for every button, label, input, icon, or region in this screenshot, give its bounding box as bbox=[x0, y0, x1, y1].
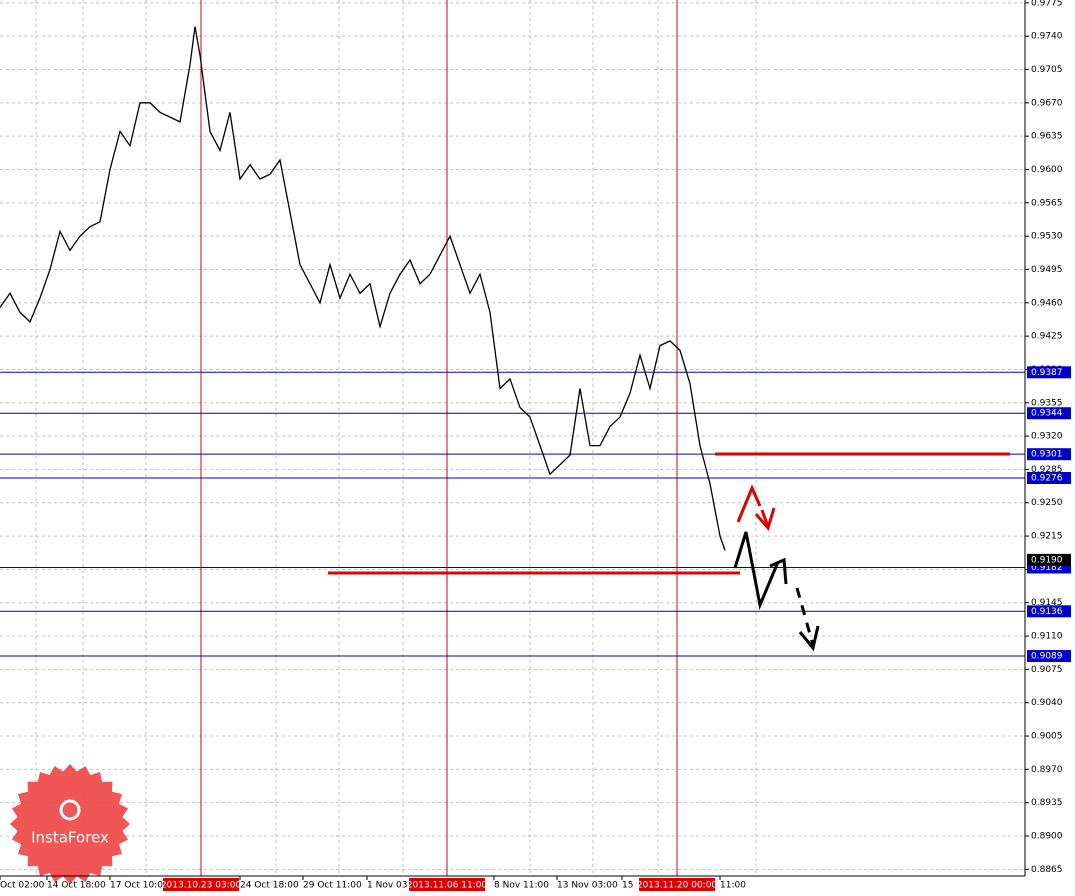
y-tick-label: 0.9705 bbox=[1031, 65, 1063, 75]
y-tick-label: 0.9320 bbox=[1031, 432, 1063, 442]
level-label: 0.9301 bbox=[1031, 450, 1063, 460]
y-tick-label: 0.9635 bbox=[1031, 132, 1063, 142]
y-tick-label: 0.8935 bbox=[1031, 798, 1063, 808]
y-tick-label: 0.9740 bbox=[1031, 32, 1063, 42]
y-tick-label: 0.8900 bbox=[1031, 832, 1063, 842]
forecast-path bbox=[733, 531, 780, 611]
vline-label: 2013.10.23 03:00 bbox=[161, 881, 242, 891]
forecast-red bbox=[736, 484, 762, 523]
level-label: 0.9136 bbox=[1031, 607, 1063, 617]
level-label: 0.9276 bbox=[1031, 473, 1063, 483]
forecast-dashed bbox=[795, 587, 815, 646]
y-tick-label: 0.9285 bbox=[1031, 465, 1063, 475]
y-tick-label: 0.9530 bbox=[1031, 232, 1063, 242]
level-label-box bbox=[1027, 650, 1071, 663]
y-tick-label: 0.8970 bbox=[1031, 765, 1063, 775]
x-tick-label: 15 bbox=[622, 881, 633, 891]
price-label: 0.9190 bbox=[1031, 555, 1063, 565]
vline-label: 2013.11.20 00:00 bbox=[637, 881, 718, 891]
y-tick-label: 0.9425 bbox=[1031, 332, 1063, 342]
level-label-box bbox=[1027, 366, 1071, 379]
level-label-box bbox=[1027, 407, 1071, 420]
x-tick-label: 11:00 bbox=[720, 881, 746, 891]
grid bbox=[0, 0, 1025, 876]
y-tick-label: 0.9600 bbox=[1031, 165, 1063, 175]
forecast-red bbox=[760, 509, 770, 528]
vline-label-box bbox=[409, 878, 485, 891]
y-tick-label: 0.8865 bbox=[1031, 865, 1063, 875]
level-label-box bbox=[1027, 448, 1071, 461]
price-line bbox=[0, 26, 726, 551]
level-label-box bbox=[1027, 471, 1071, 484]
x-tick-label: 17 Oct 10:0 bbox=[110, 881, 163, 891]
level-label: 0.9182 bbox=[1031, 563, 1063, 573]
x-tick-label: 13 Nov 03:00 bbox=[557, 881, 618, 891]
y-tick-label: 0.9040 bbox=[1031, 698, 1063, 708]
level-label: 0.9387 bbox=[1031, 368, 1063, 378]
y-tick-label: 0.9355 bbox=[1031, 398, 1063, 408]
level-label: 0.9089 bbox=[1031, 652, 1063, 662]
price-label-box bbox=[1027, 553, 1071, 566]
logo: InstaForex bbox=[10, 764, 130, 884]
x-tick-label: 1 Nov 03 bbox=[367, 881, 407, 891]
y-tick-label: 0.9005 bbox=[1031, 732, 1063, 742]
y-tick-label: 0.9670 bbox=[1031, 98, 1063, 108]
arrow-head bbox=[798, 625, 820, 652]
arrow-head bbox=[754, 507, 776, 532]
y-tick-label: 0.9495 bbox=[1031, 265, 1063, 275]
y-tick-label: 0.9775 bbox=[1031, 0, 1063, 8]
y-tick-label: 0.9250 bbox=[1031, 498, 1063, 508]
y-tick-label: 0.9565 bbox=[1031, 198, 1063, 208]
arrow-head bbox=[769, 557, 788, 585]
y-tick-label: 0.9215 bbox=[1031, 532, 1063, 542]
annotations bbox=[328, 452, 1010, 652]
x-tick-label: Oct 02:00 bbox=[0, 881, 45, 891]
level-label: 0.9344 bbox=[1031, 409, 1063, 419]
y-tick-label: 0.9145 bbox=[1031, 598, 1063, 608]
x-tick-label: 24 Oct 18:00 bbox=[240, 881, 299, 891]
vline-label-box bbox=[639, 878, 715, 891]
x-tick-label: 14 Oct 18:00 bbox=[47, 881, 106, 891]
y-tick-label: 0.9075 bbox=[1031, 665, 1063, 675]
logo-icon bbox=[59, 799, 81, 821]
y-tick-label: 0.9110 bbox=[1031, 632, 1063, 642]
x-tick-label: 29 Oct 11:00 bbox=[303, 881, 362, 891]
vline-label-box bbox=[163, 878, 239, 891]
logo-text: InstaForex bbox=[31, 829, 109, 847]
vline-label: 2013.11.06 11:00 bbox=[407, 881, 488, 891]
logo-badge bbox=[10, 764, 130, 884]
level-label-box bbox=[1027, 605, 1071, 618]
x-tick-label: 8 Nov 11:00 bbox=[494, 881, 549, 891]
y-tick-label: 0.9460 bbox=[1031, 298, 1063, 308]
